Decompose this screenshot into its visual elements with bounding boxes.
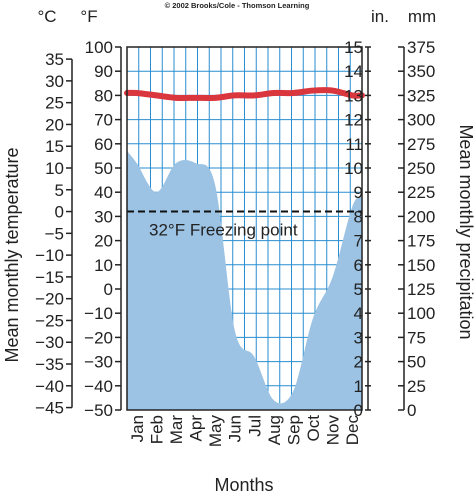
inches-tick-label: 1 — [354, 377, 363, 396]
month-label: Mar — [167, 415, 186, 445]
inches-tick-label: 14 — [344, 62, 363, 81]
mm-tick-label: 375 — [407, 38, 435, 57]
inches-tick-label: 0 — [354, 401, 363, 420]
inches-tick-label: 13 — [344, 86, 363, 105]
celsius-unit-label: °C — [37, 7, 56, 26]
month-label: Jan — [128, 415, 147, 442]
mm-tick-label: 100 — [407, 304, 435, 323]
month-label: Aug — [265, 415, 284, 445]
mm-tick-label: 150 — [407, 256, 435, 275]
inches-tick-label: 15 — [344, 38, 363, 57]
mm-tick-label: 300 — [407, 111, 435, 130]
month-label: Jul — [245, 415, 264, 437]
inches-tick-label: 8 — [354, 207, 363, 226]
celsius-tick-label: −10 — [35, 246, 64, 265]
month-label: May — [206, 415, 225, 448]
mm-tick-label: 225 — [407, 183, 435, 202]
fahrenheit-tick-label: −30 — [84, 353, 113, 372]
fahrenheit-tick-label: 80 — [94, 86, 113, 105]
inches-tick-label: 10 — [344, 159, 363, 178]
month-label: Apr — [187, 415, 206, 442]
plot-frame — [126, 46, 363, 411]
month-label: Nov — [324, 415, 343, 446]
mm-tick-label: 325 — [407, 86, 435, 105]
fahrenheit-unit-label: °F — [80, 7, 97, 26]
x-axis-title: Months — [214, 475, 273, 495]
freezing-point-line: 32°F Freezing point — [127, 210, 362, 240]
celsius-tick-label: 15 — [45, 137, 64, 156]
inches-tick-label: 2 — [354, 353, 363, 372]
celsius-tick-label: −15 — [35, 268, 64, 287]
copyright-credit: © 2002 Brooks/Cole - Thomson Learning — [165, 1, 310, 10]
inches-tick-label: 7 — [354, 232, 363, 251]
celsius-tick-label: −35 — [35, 355, 64, 374]
inches-tick-label: 12 — [344, 111, 363, 130]
fahrenheit-tick-label: −50 — [84, 401, 113, 420]
month-label: Oct — [304, 415, 323, 442]
mm-unit-label: mm — [408, 7, 436, 26]
celsius-tick-label: −20 — [35, 290, 64, 309]
mm-tick-label: 125 — [407, 280, 435, 299]
mm-tick-label: 275 — [407, 135, 435, 154]
fahrenheit-tick-label: 90 — [94, 62, 113, 81]
celsius-tick-label: 30 — [45, 72, 64, 91]
inches-unit-label: in. — [371, 7, 389, 26]
celsius-tick-label: 10 — [45, 159, 64, 178]
month-label: Jun — [226, 415, 245, 442]
inches-tick-label: 6 — [354, 256, 363, 275]
fahrenheit-tick-label: 60 — [94, 135, 113, 154]
right-axis-title: Mean monthly precipitation — [456, 124, 474, 339]
inches-tick-label: 5 — [354, 280, 363, 299]
fahrenheit-tick-label: 0 — [104, 280, 113, 299]
celsius-tick-label: 0 — [55, 203, 64, 222]
fahrenheit-tick-label: −20 — [84, 328, 113, 347]
inches-tick-label: 3 — [354, 328, 363, 347]
fahrenheit-tick-label: 30 — [94, 207, 113, 226]
freezing-point-label: 32°F Freezing point — [149, 221, 298, 240]
mm-tick-label: 25 — [407, 377, 426, 396]
month-label: Sep — [284, 415, 303, 445]
precipitation-series — [127, 150, 362, 410]
celsius-tick-label: 25 — [45, 94, 64, 113]
fahrenheit-tick-label: 70 — [94, 111, 113, 130]
celsius-tick-label: −30 — [35, 333, 64, 352]
fahrenheit-tick-label: −10 — [84, 304, 113, 323]
mm-tick-label: 175 — [407, 232, 435, 251]
fahrenheit-tick-label: 20 — [94, 232, 113, 251]
fahrenheit-tick-label: −40 — [84, 377, 113, 396]
celsius-tick-label: 20 — [45, 115, 64, 134]
celsius-tick-label: −40 — [35, 377, 64, 396]
fahrenheit-tick-label: 50 — [94, 159, 113, 178]
mm-tick-label: 350 — [407, 62, 435, 81]
left-axis-title: Mean monthly temperature — [2, 147, 22, 362]
fahrenheit-tick-label: 100 — [85, 38, 113, 57]
inches-tick-label: 9 — [354, 183, 363, 202]
inches-tick-label: 4 — [354, 304, 363, 323]
inches-tick-label: 11 — [345, 135, 363, 154]
temperature-series — [124, 87, 365, 101]
celsius-tick-label: 5 — [55, 181, 64, 200]
fahrenheit-tick-label: 10 — [94, 256, 113, 275]
mm-tick-label: 0 — [407, 401, 416, 420]
mm-tick-label: 75 — [407, 328, 426, 347]
chart-axes: −50−40−30−20−100102030405060708090100−45… — [35, 38, 435, 447]
celsius-tick-label: −5 — [45, 224, 64, 243]
celsius-tick-label: −25 — [35, 311, 64, 330]
mm-tick-label: 250 — [407, 159, 435, 178]
month-label: Feb — [147, 415, 166, 444]
mm-tick-label: 50 — [407, 353, 426, 372]
mm-tick-label: 200 — [407, 207, 435, 226]
precipitation-area — [127, 150, 362, 410]
month-label: Dec — [343, 415, 362, 446]
celsius-tick-label: −45 — [35, 399, 64, 418]
fahrenheit-tick-label: 40 — [94, 183, 113, 202]
celsius-tick-label: 35 — [45, 50, 64, 69]
temperature-line — [124, 87, 365, 101]
